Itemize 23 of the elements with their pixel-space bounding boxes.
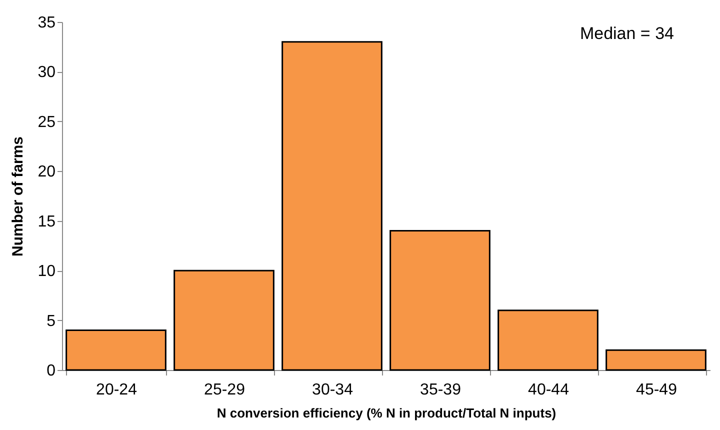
x-tick-label: 30-34 xyxy=(312,382,354,398)
x-tick-label: 35-39 xyxy=(420,382,462,398)
bar xyxy=(174,270,274,371)
x-tick-label: 45-49 xyxy=(636,382,678,398)
bar xyxy=(498,310,598,371)
y-axis-title: Number of farms xyxy=(10,136,27,257)
annotation: Median = 34 xyxy=(580,24,674,43)
y-tick-label: 15 xyxy=(38,213,56,230)
bar xyxy=(390,230,490,371)
y-tick-label: 0 xyxy=(46,362,56,380)
bar xyxy=(282,41,382,371)
x-tick-label: 40-44 xyxy=(528,382,570,398)
x-tick-label: 25-29 xyxy=(204,382,246,398)
y-tick-label: 30 xyxy=(38,64,56,82)
bar xyxy=(66,329,166,371)
y-tick-label: 10 xyxy=(38,263,56,280)
x-tick-label: 20-24 xyxy=(96,382,138,398)
bar xyxy=(606,349,706,371)
x-axis-title: N conversion efficiency (% N in product/Total N inputs) xyxy=(216,406,556,420)
y-tick-label: 5 xyxy=(46,312,56,330)
y-tick-label: 20 xyxy=(38,164,56,181)
y-tick-label: 25 xyxy=(38,114,56,131)
y-tick-label: 35 xyxy=(38,14,56,32)
